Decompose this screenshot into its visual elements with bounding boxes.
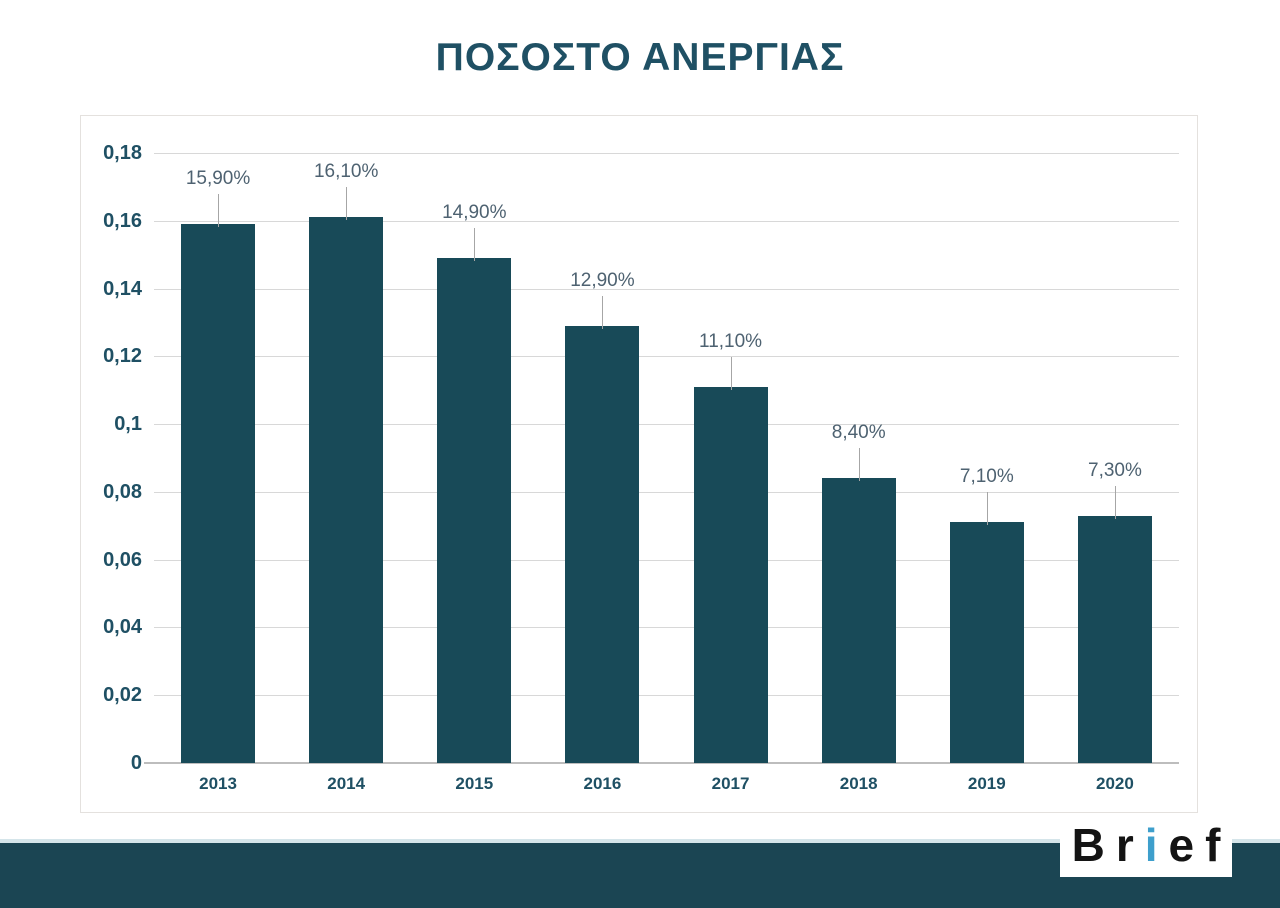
gridline [154, 153, 1179, 154]
value-label-leader-line [986, 492, 988, 526]
gridline [154, 220, 1179, 222]
bar-value-label: 7,30% [1088, 459, 1142, 481]
y-tick-label: 0,08 [103, 480, 142, 503]
footer-accent-line [0, 839, 1280, 843]
x-axis-category-label: 2015 [455, 774, 494, 793]
x-axis-category-label: 2019 [967, 774, 1006, 793]
bar [693, 386, 768, 763]
brief-logo-text: Brief [1072, 822, 1232, 868]
y-tick-label: 0,02 [103, 684, 142, 707]
y-tick-label: 0 [130, 752, 142, 774]
bar-value-label: 15,90% [185, 168, 251, 190]
plot-area: 0,18 0,16 0,14 0,12 0,1 0,08 0,06 0,04 0,02 0 15,9… [103, 142, 1179, 793]
bar [1077, 515, 1152, 763]
chart-title: ΠΟΣΟΣΤΟ ΑΝΕΡΓΙΑΣ [435, 36, 845, 79]
brief-logo: Brief [1060, 813, 1232, 877]
gridline [154, 627, 1179, 629]
bar-value-label: 11,10% [699, 330, 763, 352]
bar-value-label: 14,90% [442, 202, 507, 224]
y-tick-label: 0,1 [114, 413, 142, 436]
bar-value-label: 12,90% [570, 269, 635, 291]
logo-text-br: Br [1071, 819, 1145, 871]
bar [821, 478, 896, 763]
bar-value-label: 7,10% [959, 466, 1014, 488]
value-label-leader-line [1114, 485, 1116, 519]
value-label-leader-line [346, 187, 348, 221]
value-label-leader-line [474, 228, 476, 262]
x-axis-category-label: 2018 [839, 774, 878, 793]
x-axis-line [144, 762, 1179, 764]
bar-value-label: 8,40% [831, 422, 886, 444]
x-axis-category-label: 2017 [711, 774, 750, 793]
value-label-leader-line [730, 356, 732, 390]
logo-text-ef: ef [1168, 819, 1232, 871]
y-tick-label: 0,12 [103, 345, 142, 368]
bar-value-label: 16,10% [313, 161, 379, 183]
x-axis-category-label: 2014 [327, 774, 366, 793]
gridline [154, 424, 1179, 426]
value-label-leader-line [602, 295, 604, 329]
chart-frame: 0,18 0,16 0,14 0,12 0,1 0,08 0,06 0,04 0,02 0 15,9… [80, 115, 1198, 813]
bar [949, 522, 1024, 763]
gridline [154, 288, 1179, 290]
gridline [154, 356, 1179, 358]
logo-text-i: i [1144, 819, 1169, 871]
bar [437, 258, 512, 763]
y-tick-label: 0,16 [103, 209, 142, 232]
bar [181, 224, 256, 763]
bar [565, 325, 640, 763]
x-axis-category-label: 2013 [199, 774, 237, 793]
gridline [154, 559, 1179, 561]
y-tick-label: 0,14 [103, 277, 142, 300]
y-tick-label: 0,18 [103, 142, 142, 164]
y-tick-label: 0,04 [103, 616, 142, 639]
gridline [154, 695, 1179, 697]
value-label-leader-line [858, 448, 860, 482]
bar [309, 217, 384, 763]
x-axis-category-label: 2020 [1096, 774, 1134, 793]
value-label-leader-line [218, 194, 220, 228]
y-tick-label: 0,06 [103, 548, 142, 571]
gridline [154, 491, 1179, 493]
x-axis-category-label: 2016 [583, 774, 622, 793]
